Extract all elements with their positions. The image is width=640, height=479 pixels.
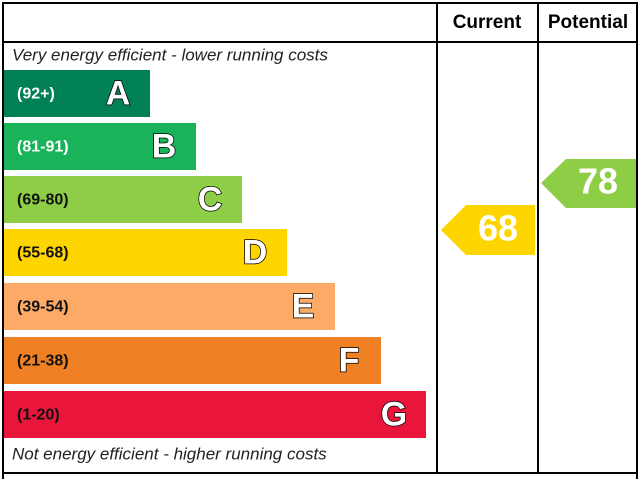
bottom-note: Not energy efficient - higher running co… [12, 444, 327, 463]
band-range: (55-68) [17, 245, 69, 262]
band-letter: E [292, 287, 315, 325]
band-bar [4, 283, 335, 330]
bands: (92+) A (81-91) B (69-80) C (55-68) D (39-54) E (2… [4, 70, 426, 438]
current-score: 68 [478, 208, 518, 249]
band-bar [4, 123, 196, 170]
band-range: (92+) [17, 86, 55, 103]
band-letter: C [198, 180, 223, 218]
band-bar [4, 391, 426, 438]
band-letter: D [243, 233, 268, 271]
band-range: (1-20) [17, 407, 60, 424]
potential-score: 78 [578, 161, 618, 202]
current-arrow [441, 205, 535, 255]
band-bar [4, 176, 242, 223]
band-letter: B [152, 127, 177, 165]
band-letter: F [339, 341, 360, 379]
potential-arrow [541, 159, 636, 208]
band-range: (39-54) [17, 299, 69, 316]
potential-header: Potential [548, 12, 628, 33]
top-note: Very energy efficient - lower running co… [12, 45, 328, 64]
band-bar [4, 337, 381, 384]
band-range: (81-91) [17, 139, 69, 156]
band-range: (21-38) [17, 353, 69, 370]
band-letter: G [381, 395, 407, 433]
band-letter: A [106, 74, 131, 112]
band-range: (69-80) [17, 192, 69, 209]
band-bar [4, 229, 287, 276]
current-header: Current [453, 12, 522, 33]
band-bar [4, 70, 150, 117]
